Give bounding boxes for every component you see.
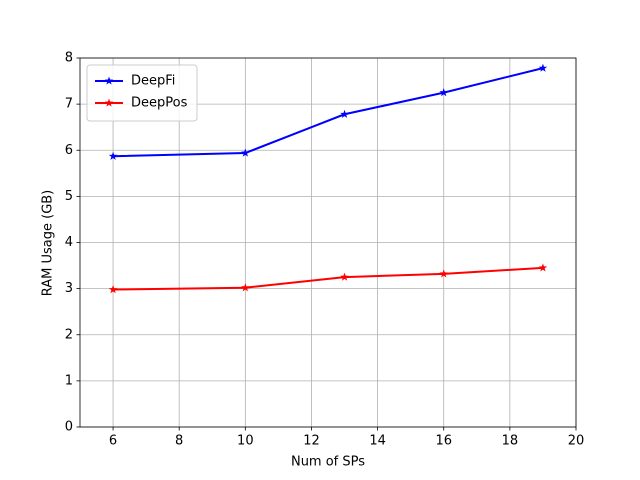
x-tick-label: 14: [369, 434, 386, 449]
y-tick-label: 2: [65, 327, 73, 342]
y-tick-label: 3: [65, 281, 73, 296]
y-tick-label: 4: [65, 235, 73, 250]
legend-box: [86, 64, 198, 122]
point-marker: [340, 109, 349, 118]
x-tick-label: 10: [237, 434, 254, 449]
y-tick-label: 7: [65, 97, 73, 112]
y-axis-label: RAM Usage (GB): [41, 190, 56, 297]
x-tick-label: 20: [568, 434, 585, 449]
x-tick-label: 12: [303, 434, 320, 449]
point-marker: [108, 151, 118, 160]
x-tick-label: 8: [175, 434, 183, 449]
y-tick-label: 1: [65, 373, 73, 388]
y-tick-label: 8: [65, 51, 73, 66]
legend-label: DeepPos: [131, 96, 188, 111]
y-tick-label: 6: [65, 143, 73, 158]
point-marker: [340, 272, 349, 281]
x-tick-label: 18: [502, 434, 519, 449]
x-axis-label: Num of SPs: [291, 455, 365, 470]
y-tick-label: 5: [65, 189, 73, 204]
point-marker: [439, 269, 449, 278]
x-tick-label: 6: [109, 434, 117, 449]
point-marker: [241, 148, 250, 157]
point-marker: [108, 285, 118, 294]
point-marker: [538, 263, 548, 272]
legend-marker: [104, 76, 114, 85]
legend-marker: [104, 98, 114, 107]
point-marker: [439, 88, 449, 97]
x-tick-label: 16: [435, 434, 452, 449]
legend-label: DeepFi: [131, 74, 175, 89]
point-marker: [241, 283, 250, 292]
series-line: [113, 266, 543, 291]
y-tick-label: 0: [65, 420, 73, 435]
plot-frame: [79, 57, 577, 428]
point-marker: [538, 63, 548, 72]
